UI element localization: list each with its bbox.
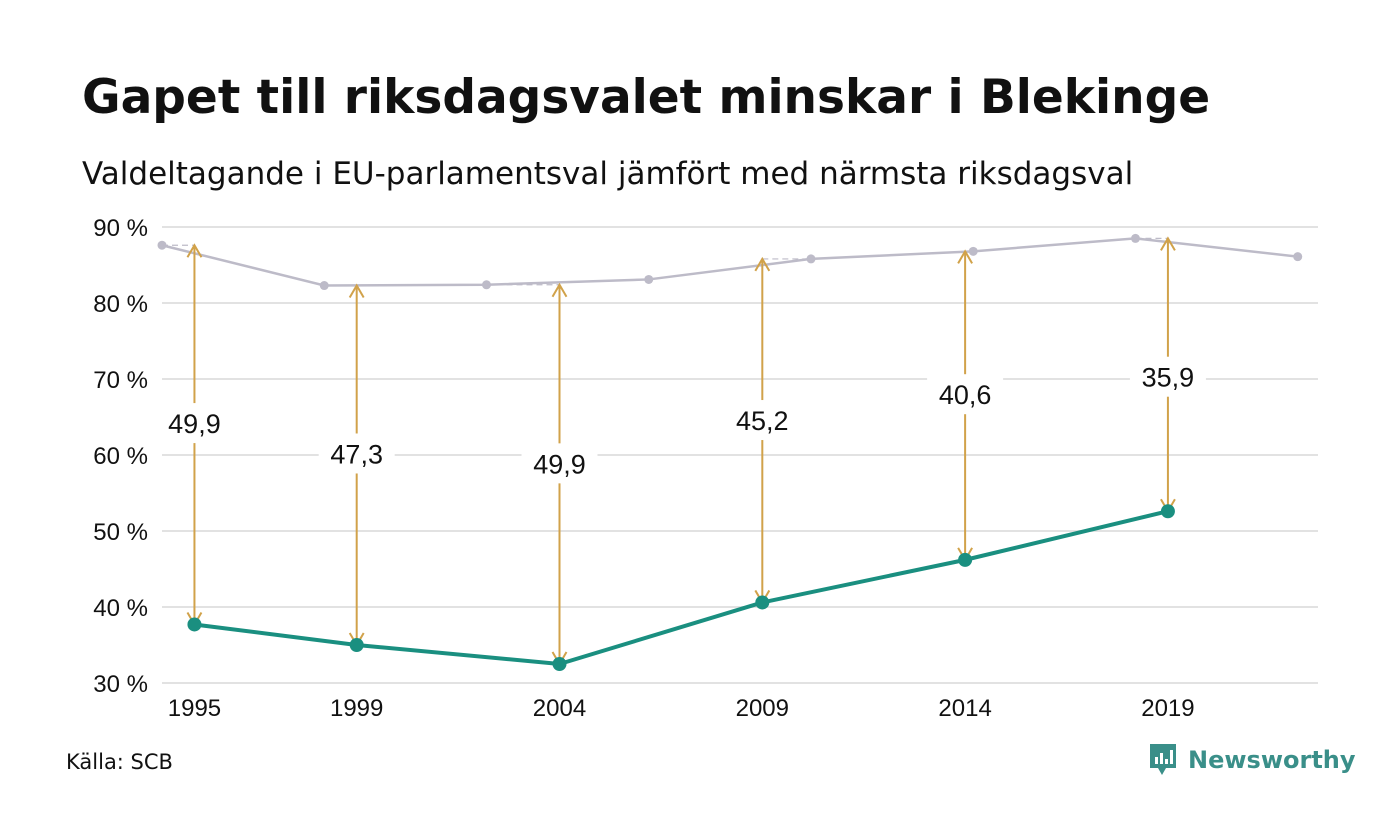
y-tick-label: 30 % [93, 671, 148, 698]
gap-label-background [1129, 356, 1206, 397]
y-tick-label: 50 % [93, 519, 148, 546]
arrow-head [957, 249, 973, 264]
gap-label: 35,9 [1142, 363, 1195, 393]
gap-label-background [156, 403, 233, 444]
eu-series-line [194, 509, 1169, 667]
y-tick-label: 80 % [93, 291, 148, 318]
x-tick-label: 1995 [168, 695, 221, 722]
eu-point [187, 617, 202, 632]
eu-point [349, 638, 364, 652]
gap-label-background [927, 374, 1004, 415]
gap-label: 40,6 [939, 380, 992, 410]
riksdag-point [968, 246, 978, 256]
chart-title: Gapet till riksdagsvalet minskar i Bleki… [82, 70, 1211, 125]
gap-label-background [318, 433, 395, 474]
x-tick-label: 2004 [533, 695, 586, 722]
eu-point [958, 552, 973, 567]
gap-label: 49,9 [533, 449, 586, 479]
riksdag-series-line [161, 237, 1298, 287]
gap-label-background [521, 443, 598, 484]
x-tick-label: 2009 [736, 695, 789, 722]
gap-label: 49,9 [168, 409, 221, 439]
arrow-head [551, 282, 568, 298]
x-tick-label: 1999 [330, 695, 383, 722]
bar-chart-speech-bubble-icon [1150, 744, 1176, 775]
x-tick-label: 2019 [1141, 695, 1194, 722]
riksdag-point [644, 274, 654, 284]
chart-subtitle: Valdeltagande i EU-parlamentsval jämfört… [82, 156, 1134, 192]
arrow-head [754, 256, 771, 272]
logo-text: Newsworthy [1188, 746, 1356, 774]
riksdag-point [1293, 252, 1303, 262]
riksdag-point [806, 254, 816, 264]
y-tick-label: 90 % [93, 215, 148, 242]
eu-point [1160, 504, 1175, 519]
newsworthy-logo: Newsworthy [1148, 742, 1356, 778]
gap-label-background [724, 400, 801, 441]
eu-point [552, 657, 567, 671]
y-tick-label: 60 % [93, 443, 148, 470]
gap-label: 45,2 [736, 406, 789, 436]
y-tick-label: 40 % [93, 595, 148, 622]
y-tick-label: 70 % [93, 367, 148, 394]
gap-label: 47,3 [330, 439, 383, 469]
arrow-head [1160, 236, 1176, 251]
arrow-head [186, 243, 203, 258]
arrow-head [348, 283, 365, 299]
source-note: Källa: SCB [66, 750, 173, 774]
eu-point [755, 595, 770, 610]
x-tick-label: 2014 [938, 695, 991, 722]
